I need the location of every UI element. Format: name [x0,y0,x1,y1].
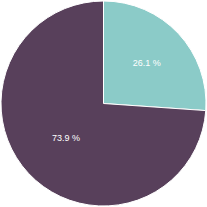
svg-text:73.9 %: 73.9 % [52,133,80,143]
svg-text:26.1 %: 26.1 % [133,58,161,68]
